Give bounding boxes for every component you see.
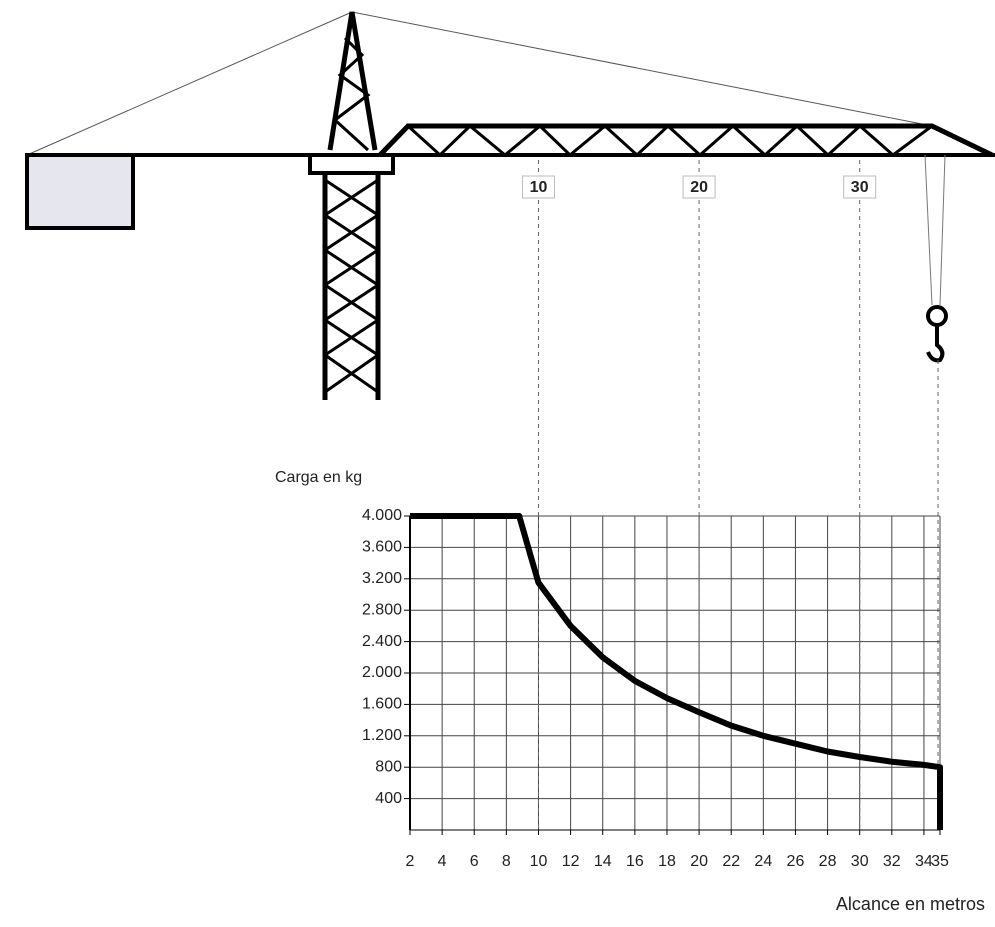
x-tick-label: 34 <box>915 853 933 870</box>
x-tick-label: 10 <box>530 853 548 870</box>
x-tick-label: 16 <box>626 853 644 870</box>
y-tick-label: 4.000 <box>362 507 402 524</box>
x-tick-label: 22 <box>722 853 740 870</box>
x-tick-label: 30 <box>851 853 869 870</box>
x-tick-label: 28 <box>819 853 837 870</box>
x-tick-label: 14 <box>594 853 612 870</box>
y-tick-label: 3.200 <box>362 570 402 587</box>
x-tick-label: 32 <box>883 853 901 870</box>
jib-mark-box <box>682 175 716 199</box>
y-tick-label: 2.000 <box>362 664 402 681</box>
x-tick-label: 24 <box>754 853 772 870</box>
x-tick-label: 18 <box>658 853 676 870</box>
y-tick-label: 2.800 <box>362 601 402 618</box>
crane <box>25 11 995 830</box>
x-tick-label: 26 <box>787 853 805 870</box>
x-tick-label: 35 <box>931 853 949 870</box>
jib-mark-label: 10 <box>530 179 548 196</box>
jib-mark-box <box>843 175 877 199</box>
x-tick-label: 4 <box>438 853 447 870</box>
y-tick-label: 800 <box>375 758 402 775</box>
y-tick-label: 1.200 <box>362 727 402 744</box>
x-tick-label: 2 <box>406 853 415 870</box>
x-axis-title: Alcance en metros <box>836 894 985 914</box>
load-curve <box>410 513 943 830</box>
y-tick-label: 1.600 <box>362 696 402 713</box>
x-tick-label: 20 <box>690 853 708 870</box>
jib-mark-box <box>521 175 555 199</box>
y-axis-title: Carga en kg <box>275 469 362 486</box>
y-tick-label: 400 <box>375 790 402 807</box>
x-tick-label: 8 <box>502 853 511 870</box>
x-tick-label: 12 <box>562 853 580 870</box>
jib-mark-label: 20 <box>690 179 708 196</box>
y-tick-label: 3.600 <box>362 539 402 556</box>
jib-mark-label: 30 <box>851 179 869 196</box>
y-tick-label: 2.400 <box>362 633 402 650</box>
x-tick-label: 6 <box>470 853 479 870</box>
